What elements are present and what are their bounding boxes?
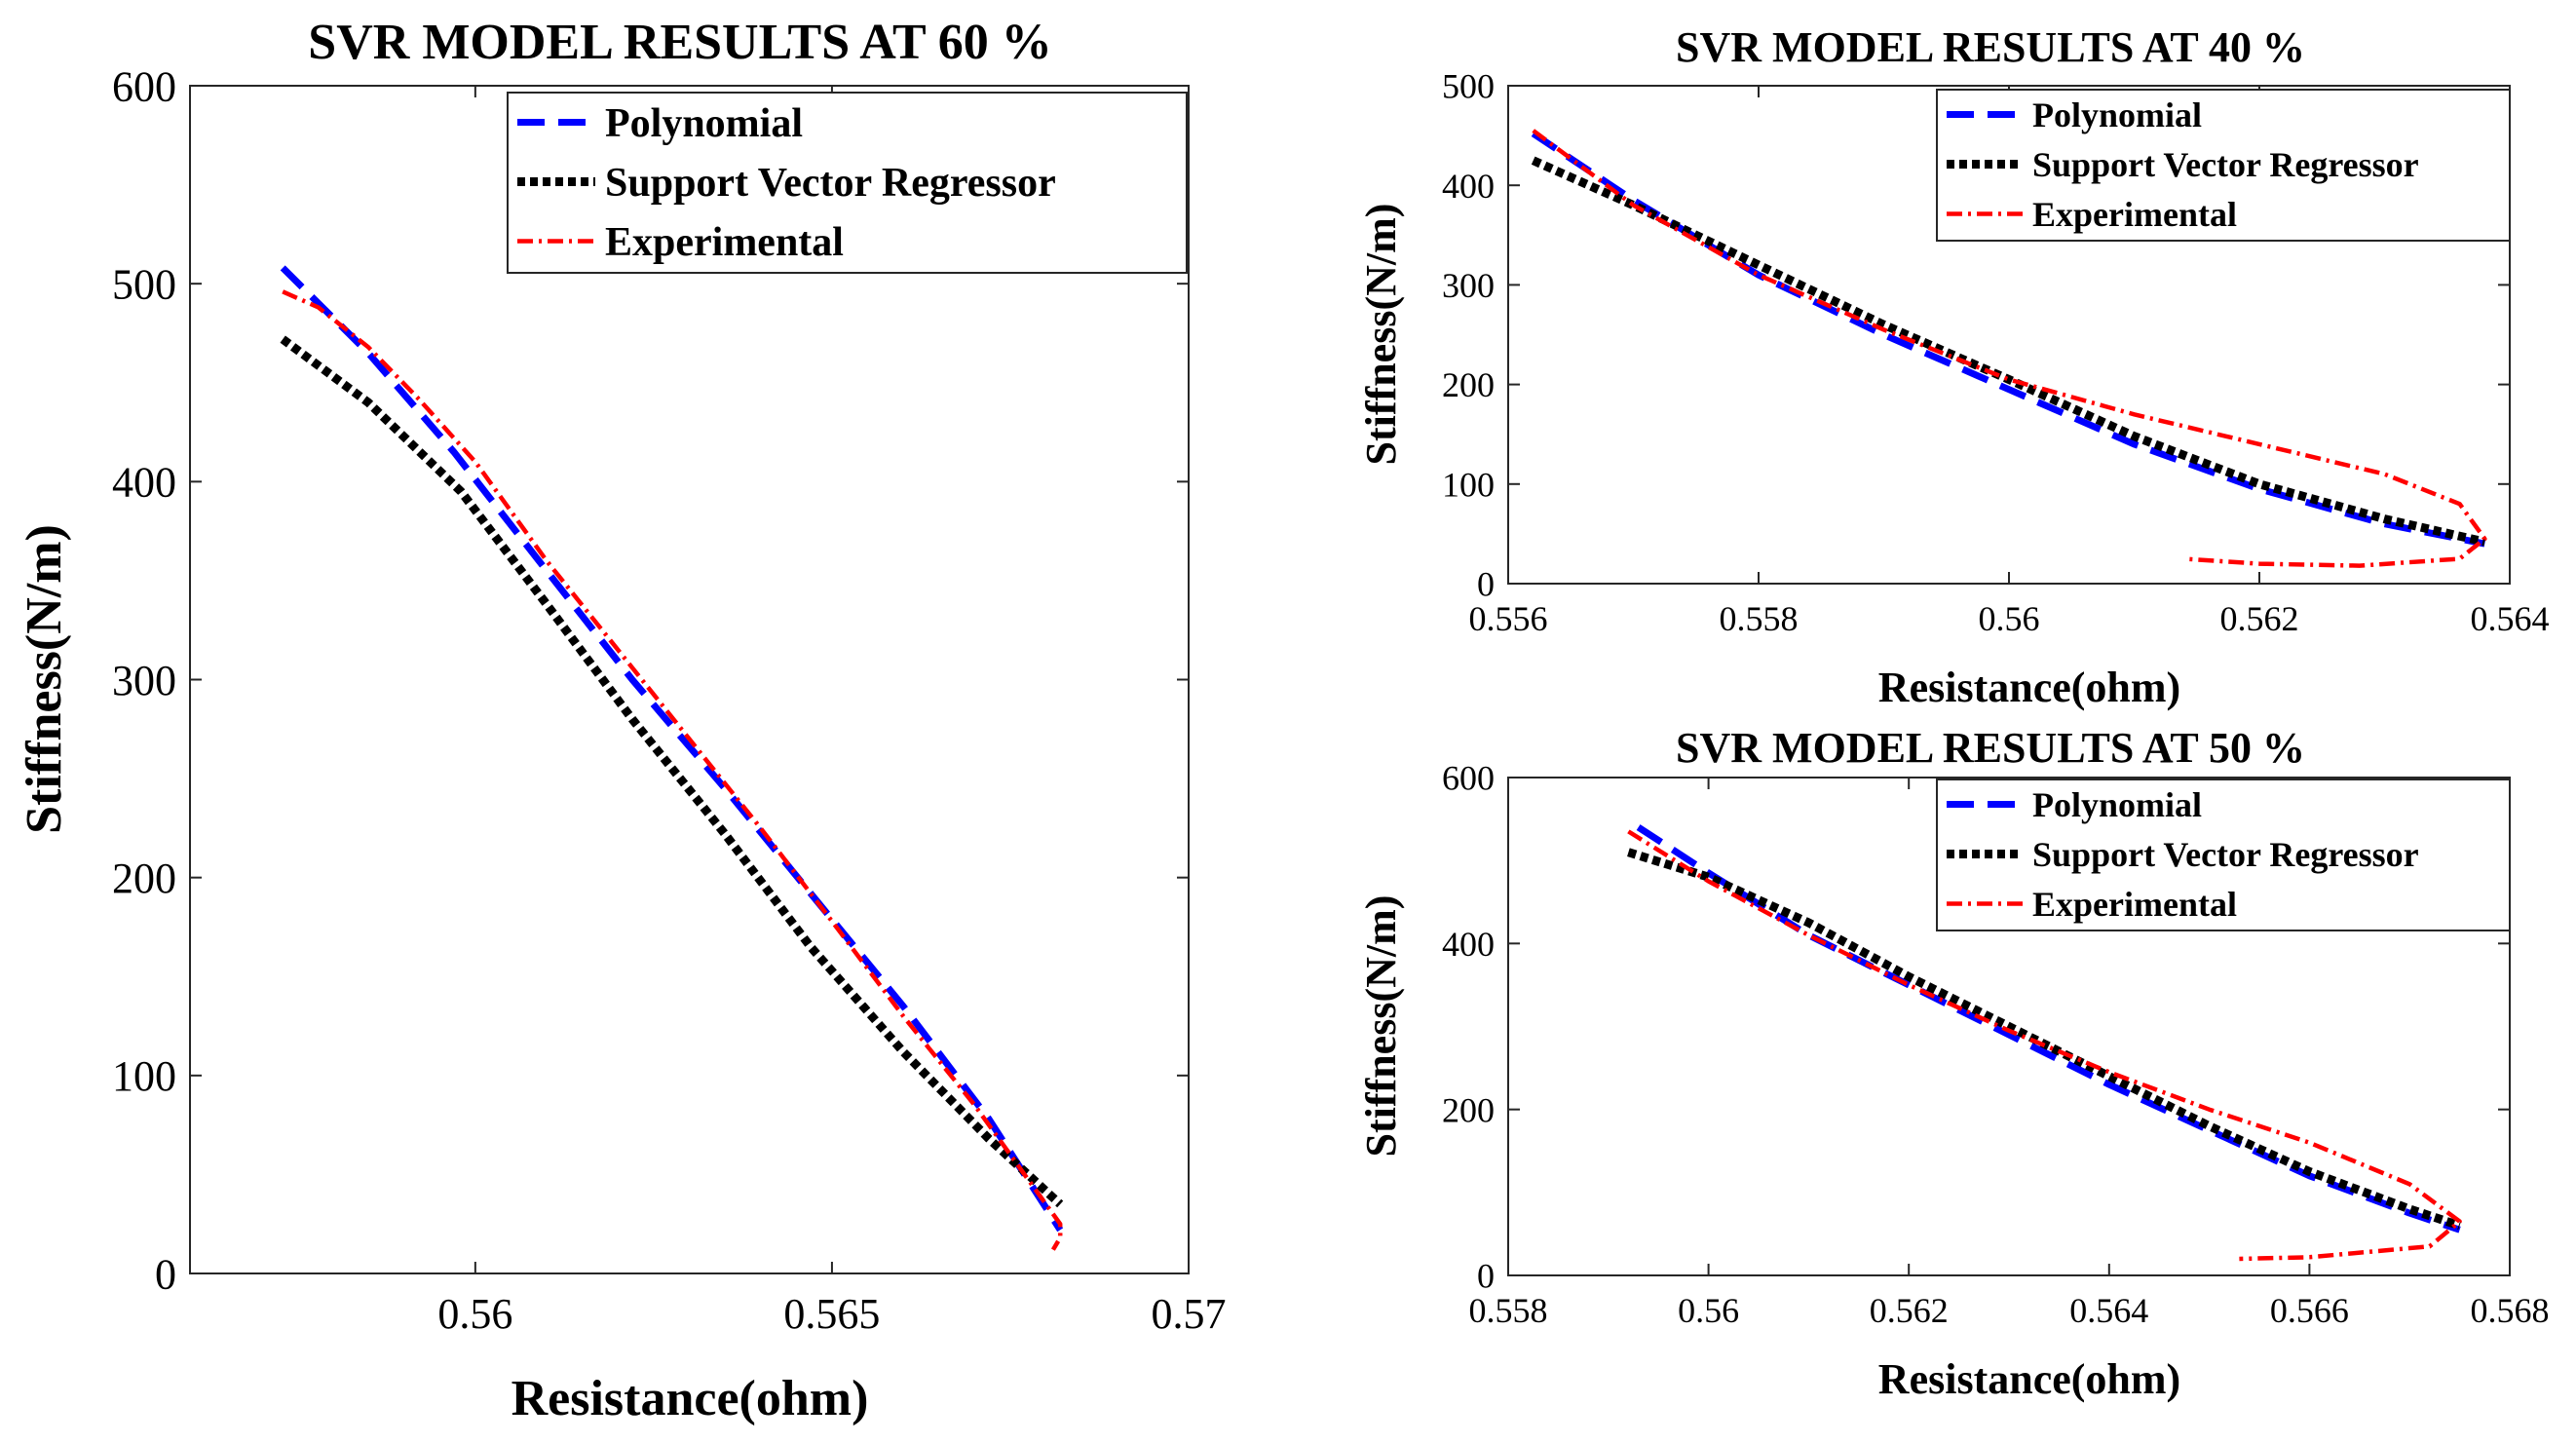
y-tick-label: 600 — [1442, 759, 1495, 798]
y-tick-label: 500 — [112, 261, 176, 309]
x-tick-label: 0.568 — [2471, 1291, 2550, 1330]
y-tick-label: 100 — [1442, 465, 1495, 504]
x-axis-label: Resistance(ohm) — [1878, 1355, 2180, 1403]
x-tick-label: 0.564 — [2471, 599, 2550, 638]
y-tick-label: 100 — [112, 1052, 176, 1100]
y-tick-label: 200 — [1442, 1090, 1495, 1129]
y-tick-label: 300 — [1442, 266, 1495, 305]
x-tick-label: 0.565 — [783, 1290, 880, 1338]
legend-box — [507, 92, 1188, 274]
series-line-experimental — [282, 289, 1063, 1251]
y-axis-label: Stiffness(N/m) — [1357, 204, 1405, 466]
y-tick-label: 0 — [155, 1250, 176, 1298]
x-tick-label: 0.556 — [1469, 599, 1548, 638]
y-tick-label: 200 — [112, 854, 176, 902]
series-line-experimental — [1627, 829, 2462, 1262]
y-tick-label: 200 — [1442, 365, 1495, 404]
legend-label: Support Vector Regressor — [605, 161, 1056, 206]
series-line-support-vector-regressor — [1531, 156, 2486, 547]
x-axis-label: Resistance(ohm) — [511, 1371, 869, 1426]
y-tick-label: 600 — [112, 62, 176, 110]
x-tick-label: 0.562 — [2220, 599, 2299, 638]
y-tick-label: 400 — [112, 459, 176, 507]
y-tick-label: 0 — [1477, 1257, 1495, 1296]
legend-box — [1936, 89, 2511, 242]
legend-label: Support Vector Regressor — [2032, 835, 2419, 874]
axes-frame — [1507, 777, 2511, 1276]
x-tick-label: 0.57 — [1152, 1290, 1227, 1338]
x-tick-label: 0.56 — [437, 1290, 512, 1338]
y-tick-label: 0 — [1477, 565, 1495, 604]
chart-40-percent: SVR MODEL RESULTS AT 40 % 0.556 0.558 0.56 0… — [1357, 23, 2550, 711]
y-tick-label: 300 — [112, 657, 176, 704]
legend-label: Experimental — [605, 220, 844, 265]
legend-label: Polynomial — [2032, 785, 2202, 824]
legend: Polynomial Support Vector Regressor Experi… — [1936, 778, 2511, 931]
x-tick-label: 0.56 — [1979, 599, 2040, 638]
legend-box — [1936, 778, 2511, 931]
x-tick-label: 0.564 — [2069, 1291, 2148, 1330]
legend-label: Experimental — [2032, 885, 2237, 924]
chart-title: SVR MODEL RESULTS AT 50 % — [1676, 724, 2305, 772]
chart-title: SVR MODEL RESULTS AT 40 % — [1676, 23, 2305, 71]
legend-label: Polynomial — [2032, 95, 2202, 134]
y-tick-label: 500 — [1442, 67, 1495, 106]
x-tick-label: 0.558 — [1720, 599, 1799, 638]
x-tick-label: 0.558 — [1469, 1291, 1548, 1330]
x-tick-label: 0.56 — [1678, 1291, 1739, 1330]
legend-label: Support Vector Regressor — [2032, 145, 2419, 184]
series-line-polynomial — [280, 265, 1064, 1233]
x-tick-label: 0.566 — [2270, 1291, 2349, 1330]
chart-50-percent: SVR MODEL RESULTS AT 50 % 0.558 0.56 0.562 0… — [1357, 724, 2550, 1403]
legend-label: Experimental — [2032, 195, 2237, 234]
y-tick-label: 400 — [1442, 925, 1495, 964]
chart-title: SVR MODEL RESULTS AT 60 % — [308, 15, 1051, 70]
legend-label: Polynomial — [605, 101, 803, 146]
y-axis-label: Stiffness(N/m) — [17, 524, 72, 834]
series-line-support-vector-regressor — [280, 335, 1064, 1208]
x-axis-label: Resistance(ohm) — [1878, 664, 2180, 711]
legend: Polynomial Support Vector Regressor Experi… — [507, 92, 1188, 274]
chart-60-percent: SVR MODEL RESULTS AT 60 % 0.56 0.565 0.57 0 1… — [17, 15, 1227, 1426]
y-axis-label: Stiffness(N/m) — [1357, 895, 1405, 1158]
y-tick-label: 400 — [1442, 167, 1495, 206]
legend: Polynomial Support Vector Regressor Experi… — [1936, 89, 2511, 242]
x-tick-label: 0.562 — [1870, 1291, 1949, 1330]
